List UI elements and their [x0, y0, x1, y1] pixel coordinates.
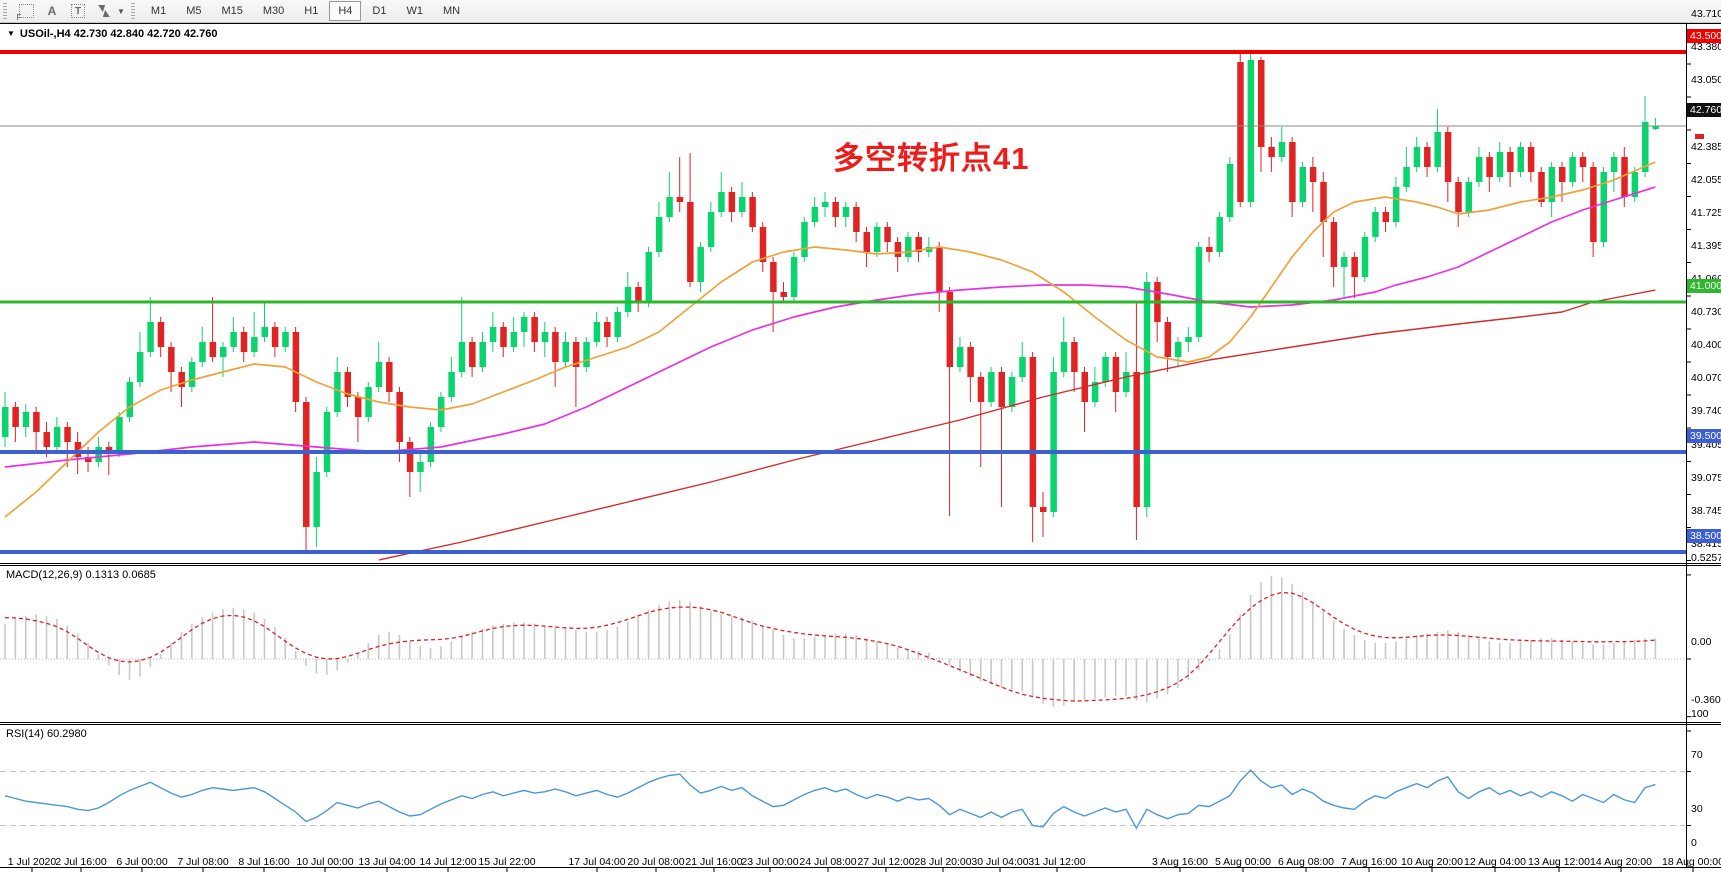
rsi-tick-label: 0 — [1691, 837, 1697, 849]
date-tick-label: 31 Jul 12:00 — [1028, 856, 1086, 868]
date-tick-label: 14 Jul 12:00 — [419, 856, 477, 868]
timeframe-h4-button[interactable]: H4 — [329, 1, 362, 21]
symbol-label: USOil-,H4 — [19, 28, 71, 40]
font-label-icon[interactable]: A — [47, 4, 57, 18]
price-tick-label: 40.730 — [1691, 306, 1721, 318]
timeframe-d1-button[interactable]: D1 — [372, 5, 387, 17]
arrows-glyph — [97, 5, 111, 17]
price-tick-label: 40.400 — [1691, 339, 1721, 351]
price-tick-label: 39.740 — [1691, 405, 1721, 417]
date-tick-label: 13 Aug 12:00 — [1528, 856, 1590, 868]
price-tick-label: 41.725 — [1691, 206, 1721, 219]
profiles-grid-icon[interactable] — [15, 2, 37, 22]
toolbar-drag-handle[interactable] — [130, 3, 135, 19]
main-chart-panel[interactable] — [2, 53, 1659, 561]
date-tick-label: 15 Jul 22:00 — [478, 856, 536, 868]
chart-title: ▼ USOil-,H4 42.730 42.840 42.720 42.760 — [7, 28, 217, 40]
date-tick-label: 27 Jul 12:00 — [857, 856, 915, 868]
price-tick-label: 38.745 — [1691, 504, 1721, 517]
price-tick-label: 43.050 — [1691, 74, 1721, 86]
chart-window[interactable]: ▼ USOil-,H4 42.730 42.840 42.720 42.760 多… — [0, 8, 1721, 890]
timeframe-m15-button[interactable]: M15 — [221, 5, 243, 17]
date-tick-label: 30 Jul 04:00 — [971, 856, 1029, 868]
grid-box-glyph — [17, 4, 34, 22]
chart-canvas[interactable] — [0, 23, 1721, 890]
price-tick-label: 43.380 — [1691, 41, 1721, 53]
date-tick-label: 8 Jul 16:00 — [238, 856, 290, 868]
date-tick-label: 7 Jul 08:00 — [177, 856, 229, 868]
timeframe-h1-button[interactable]: H1 — [304, 5, 319, 17]
text-tool-icon[interactable]: T — [67, 2, 89, 21]
macd-tick-label: -0.3603 — [1691, 693, 1721, 706]
macd-tick-label: 0.00 — [1691, 636, 1712, 648]
date-tick-label: 10 Aug 20:00 — [1401, 856, 1463, 868]
date-tick-label: 6 Jul 00:00 — [116, 856, 168, 868]
chart-annotation-text: 多空转折点41 — [833, 141, 1030, 176]
date-tick-label: 13 Jul 04:00 — [358, 856, 416, 868]
timeframe-m5-button[interactable]: M5 — [186, 5, 202, 17]
rsi-tick-label: 30 — [1691, 802, 1703, 815]
macd-tick-label: 0.5257 — [1691, 551, 1721, 564]
date-tick-label: 3 Aug 16:00 — [1151, 856, 1209, 868]
date-tick-label: 10 Jul 00:00 — [296, 856, 354, 868]
toolbar-drag-handle[interactable] — [3, 3, 7, 19]
rsi-indicator-label: RSI(14) 60.2980 — [6, 728, 87, 740]
macd-indicator-label: MACD(12,26,9) 0.1313 0.0685 — [6, 569, 156, 581]
price-direction-marker — [1695, 134, 1704, 139]
date-tick-label: 5 Aug 00:00 — [1214, 856, 1272, 868]
hline-price-badge: 43.500 — [1687, 29, 1721, 43]
toolbar: AT ▼ M1 M5 M15 M30 H1 H4 D1 W1 MN — [0, 0, 1721, 23]
price-tick-label: 41.395 — [1691, 239, 1721, 252]
hline-price-badge: 41.000 — [1687, 279, 1721, 293]
date-tick-label: 20 Jul 08:00 — [627, 856, 685, 868]
timeframe-m30-button[interactable]: M30 — [262, 5, 285, 17]
hline-price-badge: 39.500 — [1687, 429, 1721, 443]
t-box-glyph: T — [71, 4, 85, 18]
price-tick-label: 39.075 — [1691, 471, 1721, 484]
price-tick-label: 40.070 — [1691, 372, 1721, 384]
timeframe-mn-button[interactable]: MN — [442, 5, 461, 17]
price-tick-label: 43.710 — [1691, 8, 1721, 20]
date-tick-label: 23 Jul 00:00 — [741, 856, 799, 868]
date-tick-label: 12 Aug 04:00 — [1464, 856, 1526, 868]
date-tick-label: 24 Jul 08:00 — [799, 856, 857, 868]
current-price-badge: 42.760 — [1687, 103, 1721, 117]
rsi-panel[interactable] — [0, 769, 1686, 830]
date-tick-label: 17 Jul 04:00 — [568, 856, 626, 868]
date-tick-label: 28 Jul 20:00 — [914, 856, 972, 868]
date-tick-label: 2 Jul 16:00 — [55, 856, 107, 868]
date-tick-label: 7 Aug 16:00 — [1340, 856, 1398, 868]
date-tick-label: 18 Aug 00:00 — [1662, 856, 1721, 868]
price-tick-label: 42.055 — [1691, 173, 1721, 186]
date-tick-label: 1 Jul 2020 — [7, 856, 57, 868]
rsi-tick-label: 70 — [1691, 748, 1703, 761]
macd-panel[interactable] — [0, 575, 1686, 707]
rsi-tick-label: 100 — [1691, 708, 1709, 720]
date-tick-label: 21 Jul 16:00 — [685, 856, 743, 868]
cursor-mode-icon[interactable] — [93, 2, 115, 21]
date-tick-label: 6 Aug 08:00 — [1277, 856, 1335, 868]
timeframe-m1-button[interactable]: M1 — [150, 5, 167, 17]
timeframe-w1-button[interactable]: W1 — [406, 5, 423, 17]
collapse-triangle-icon[interactable]: ▼ — [7, 29, 15, 38]
ohlc-values: 42.730 42.840 42.720 42.760 — [73, 28, 218, 40]
dropdown-caret-icon[interactable]: ▼ — [117, 6, 125, 16]
date-tick-label: 14 Aug 20:00 — [1590, 856, 1652, 868]
hline-price-badge: 38.500 — [1687, 529, 1721, 543]
price-tick-label: 42.385 — [1691, 140, 1721, 153]
